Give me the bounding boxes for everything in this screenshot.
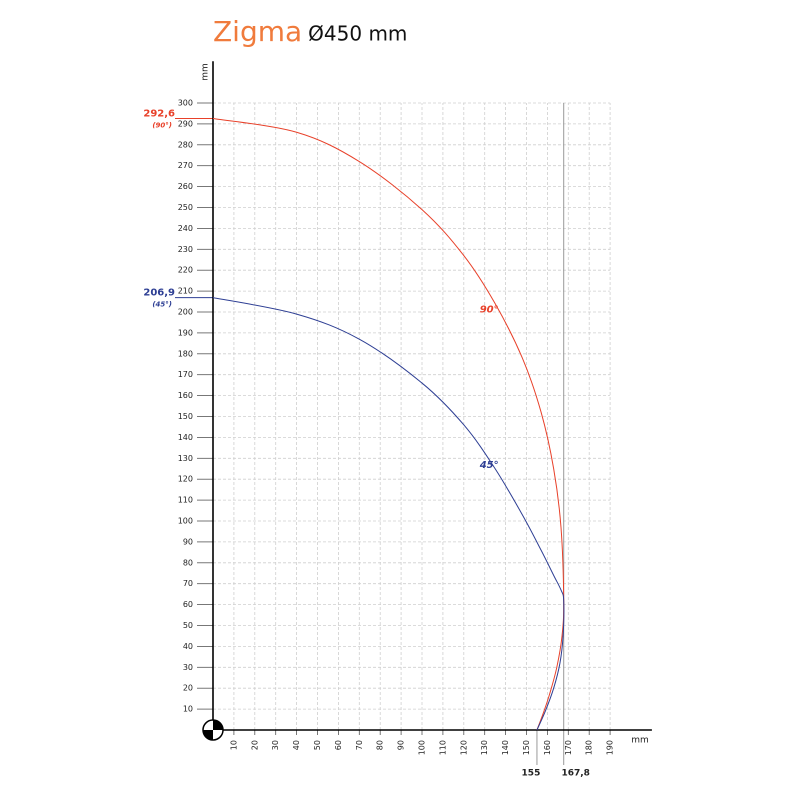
y-tick-label: 60 [183, 600, 193, 609]
series-label: 90° [480, 305, 499, 316]
y-marker-note: (45°) [152, 301, 172, 309]
y-tick-label: 10 [183, 705, 193, 714]
y-marker-note: (90°) [152, 121, 172, 129]
x-tick-label: 190 [606, 740, 615, 755]
y-tick-label: 270 [178, 161, 193, 170]
y-tick-label: 30 [183, 663, 193, 672]
x-tick-label: 170 [564, 740, 573, 755]
y-axis-label: mm [201, 63, 211, 81]
y-marker-label: 292,6 [143, 108, 175, 119]
y-tick-label: 130 [178, 454, 193, 463]
chart-subtitle: Ø450 mm [308, 22, 407, 46]
x-tick-label: 60 [334, 740, 343, 750]
y-marker-label: 206,9 [143, 288, 175, 299]
y-tick-label: 290 [178, 119, 193, 128]
chart-title: Zigma [213, 15, 302, 48]
y-tick-label: 150 [178, 412, 193, 421]
origin-quadrant [213, 720, 223, 730]
y-tick-label: 180 [178, 349, 193, 358]
y-tick-label: 160 [178, 391, 193, 400]
x-tick-label: 100 [418, 740, 427, 755]
x-tick-label: 40 [292, 740, 301, 750]
y-tick-label: 200 [178, 308, 193, 317]
x-tick-label: 80 [376, 740, 385, 750]
y-tick-label: 300 [178, 99, 193, 108]
y-tick-label: 90 [183, 537, 193, 546]
x-tick-label: 30 [271, 740, 280, 750]
y-tick-label: 110 [178, 496, 193, 505]
y-tick-label: 120 [178, 475, 193, 484]
y-tick-label: 260 [178, 182, 193, 191]
y-tick-label: 250 [178, 203, 193, 212]
y-tick-label: 50 [183, 621, 193, 630]
y-tick-label: 210 [178, 287, 193, 296]
series-label: 45° [479, 460, 499, 471]
x-axis-label: mm [631, 736, 649, 746]
origin-symbol [202, 719, 224, 741]
origin-quadrant [203, 730, 213, 740]
x-tick-label: 160 [543, 740, 552, 755]
y-tick-label: 80 [183, 558, 193, 567]
y-tick-label: 280 [178, 140, 193, 149]
x-tick-label: 140 [501, 740, 510, 755]
series-line [212, 297, 565, 731]
x-tick-label: 120 [459, 740, 468, 755]
y-tick-label: 100 [178, 517, 193, 526]
y-tick-label: 140 [178, 433, 193, 442]
x-tick-label: 90 [397, 740, 406, 750]
x-tick-label: 70 [355, 740, 364, 750]
y-tick-label: 70 [183, 579, 193, 588]
y-tick-label: 170 [178, 370, 193, 379]
x-tick-label: 20 [250, 740, 259, 750]
x-tick-label: 150 [522, 740, 531, 755]
x-tick-label: 10 [229, 740, 238, 750]
x-tick-label: 130 [480, 740, 489, 755]
x-tick-label: 50 [313, 740, 322, 750]
y-tick-label: 230 [178, 245, 193, 254]
x-tick-label: 180 [585, 740, 594, 755]
y-tick-label: 240 [178, 224, 193, 233]
y-tick-label: 20 [183, 684, 193, 693]
x-marker-label: 155 [522, 769, 541, 779]
y-tick-label: 220 [178, 266, 193, 275]
y-tick-label: 190 [178, 328, 193, 337]
x-marker-label: 167,8 [561, 769, 589, 779]
y-tick-label: 40 [183, 642, 193, 651]
series-line [212, 117, 565, 731]
x-tick-label: 110 [438, 740, 447, 755]
